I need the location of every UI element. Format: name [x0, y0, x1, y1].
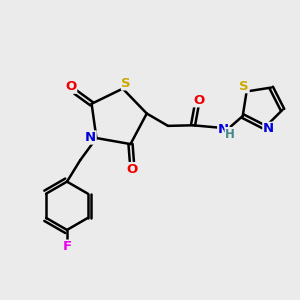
Text: N: N [218, 123, 229, 136]
Text: O: O [193, 94, 205, 107]
Text: N: N [263, 122, 274, 135]
Text: S: S [239, 80, 249, 93]
Text: S: S [122, 77, 131, 90]
Text: H: H [225, 128, 235, 141]
Text: F: F [62, 240, 71, 253]
Text: N: N [85, 131, 96, 144]
Text: O: O [126, 163, 138, 176]
Text: O: O [65, 80, 76, 93]
